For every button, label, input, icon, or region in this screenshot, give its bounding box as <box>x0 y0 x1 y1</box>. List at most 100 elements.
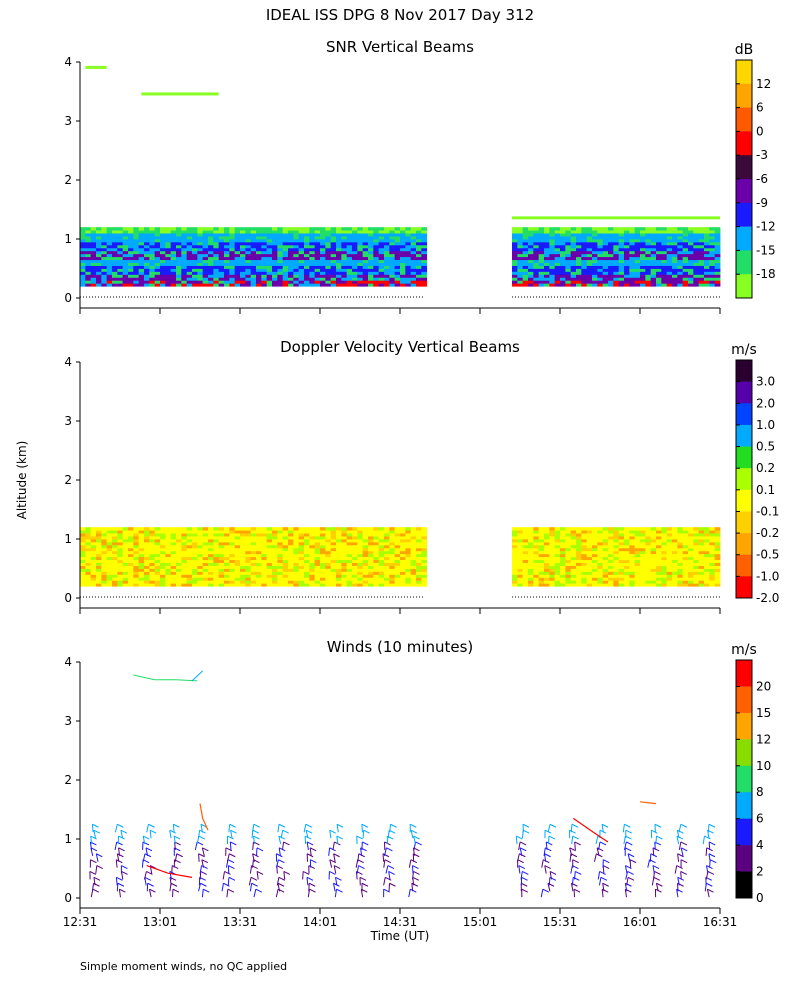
data-cell <box>117 241 124 246</box>
data-cell <box>261 280 268 284</box>
data-cell <box>160 233 166 237</box>
data-cell <box>650 244 657 249</box>
data-cell <box>597 527 604 531</box>
wind-barb <box>388 871 395 875</box>
data-cell <box>85 539 92 543</box>
data-cell <box>672 244 678 249</box>
data-cell <box>336 536 342 540</box>
wind-shaft <box>570 883 574 892</box>
data-cell <box>133 247 140 252</box>
data-cell <box>117 553 124 558</box>
data-cell <box>245 280 252 284</box>
data-cell <box>325 247 332 252</box>
wind-barb <box>196 841 204 846</box>
data-cell <box>298 250 305 255</box>
data-cell <box>309 577 316 581</box>
data-cell <box>192 253 198 258</box>
data-cell <box>288 259 294 263</box>
data-cell <box>234 241 241 246</box>
data-cell <box>714 268 721 272</box>
data-cell <box>85 568 92 572</box>
data-cell <box>202 571 209 575</box>
data-cell <box>352 277 358 281</box>
wind-shaft <box>676 835 680 845</box>
data-cell <box>517 530 524 534</box>
data-cell <box>677 547 684 552</box>
data-cell <box>186 539 193 543</box>
data-cell <box>656 565 662 569</box>
data-cell <box>693 530 700 534</box>
data-cell <box>277 250 284 255</box>
wind-shaft <box>655 883 659 892</box>
data-cell <box>346 241 353 246</box>
data-cell <box>133 271 140 275</box>
data-cell <box>229 271 236 275</box>
data-cell <box>368 565 374 569</box>
data-cell <box>400 247 406 252</box>
data-cell <box>640 253 646 258</box>
data-cell <box>133 539 140 543</box>
data-cell <box>320 571 326 575</box>
data-cell <box>277 247 284 252</box>
data-cell <box>192 236 198 240</box>
data-cell <box>384 574 390 578</box>
data-cell <box>693 268 700 272</box>
wind-barb <box>278 876 286 881</box>
wind-barb <box>361 823 369 828</box>
wind-barb <box>651 829 658 834</box>
data-cell <box>528 553 534 558</box>
data-cell <box>202 541 209 546</box>
data-cell <box>533 544 540 549</box>
data-cell <box>597 568 604 572</box>
data-cell <box>186 233 193 237</box>
data-cell <box>693 553 700 558</box>
data-cell <box>181 527 188 531</box>
data-cell <box>208 268 214 272</box>
data-cell <box>608 547 614 552</box>
wind-barb <box>149 829 157 834</box>
data-cell <box>229 550 236 555</box>
data-cell <box>549 265 556 269</box>
data-cell <box>272 556 278 561</box>
data-cell <box>714 553 721 558</box>
data-cell <box>661 274 668 278</box>
data-cell <box>528 527 534 531</box>
data-cell <box>122 239 129 243</box>
data-cell <box>192 547 198 552</box>
data-cell <box>597 553 604 558</box>
data-cell <box>245 580 252 584</box>
data-cell <box>138 556 145 561</box>
data-cell <box>410 539 417 543</box>
data-cell <box>400 530 406 534</box>
data-cell <box>528 247 534 252</box>
data-cell <box>133 536 140 540</box>
data-cell <box>421 233 428 237</box>
data-cell <box>384 580 390 584</box>
data-cell <box>661 241 668 246</box>
wind-barb <box>387 865 395 869</box>
data-cell <box>416 550 422 555</box>
data-cell <box>714 233 721 237</box>
data-cell <box>549 536 556 540</box>
data-cell <box>320 562 326 566</box>
data-cell <box>304 541 310 546</box>
data-cell <box>421 265 428 269</box>
data-cell <box>522 580 529 584</box>
data-cell <box>309 233 316 237</box>
data-cell <box>213 247 220 252</box>
data-cell <box>416 239 422 243</box>
data-cell <box>176 541 182 546</box>
data-cell <box>618 547 625 552</box>
colorbar-swatch <box>736 739 752 767</box>
data-cell <box>218 533 225 537</box>
data-cell <box>240 541 246 546</box>
wind-barb <box>676 865 683 869</box>
data-cell <box>661 533 668 537</box>
data-cell <box>597 580 604 584</box>
data-cell <box>384 527 390 531</box>
data-cell <box>304 277 310 281</box>
data-cell <box>224 259 230 263</box>
data-cell <box>368 265 374 269</box>
data-cell <box>197 265 204 269</box>
data-cell <box>528 530 534 534</box>
